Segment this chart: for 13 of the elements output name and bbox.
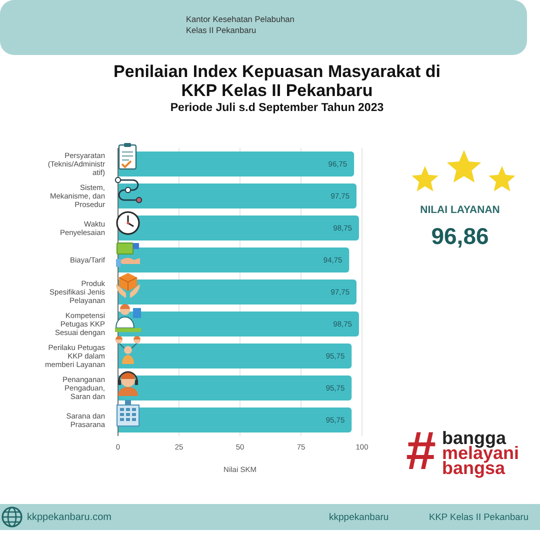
- chart-subtitle: Periode Juli s.d September Tahun 2023: [169, 101, 385, 115]
- bar: [118, 376, 352, 401]
- bar: [118, 184, 357, 209]
- text: NILAI LAYANAN: [419, 203, 501, 217]
- text: 96,86: [430, 223, 490, 250]
- bar: [118, 248, 350, 273]
- text: KKP Kelas II Pekanbaru: [429, 511, 529, 524]
- bar: [118, 344, 352, 369]
- text: Kantor Kesehatan Pelabuhan Kelas II Pekanbaru: [186, 14, 296, 36]
- bar: [118, 312, 359, 337]
- text: kkppekanbaru: [329, 511, 389, 524]
- text: kkppekanbaru.com: [27, 511, 112, 524]
- chart-title: Penilaian Index Kepuasan Masyarakat di KKP Kelas II Pekanbaru: [112, 62, 442, 100]
